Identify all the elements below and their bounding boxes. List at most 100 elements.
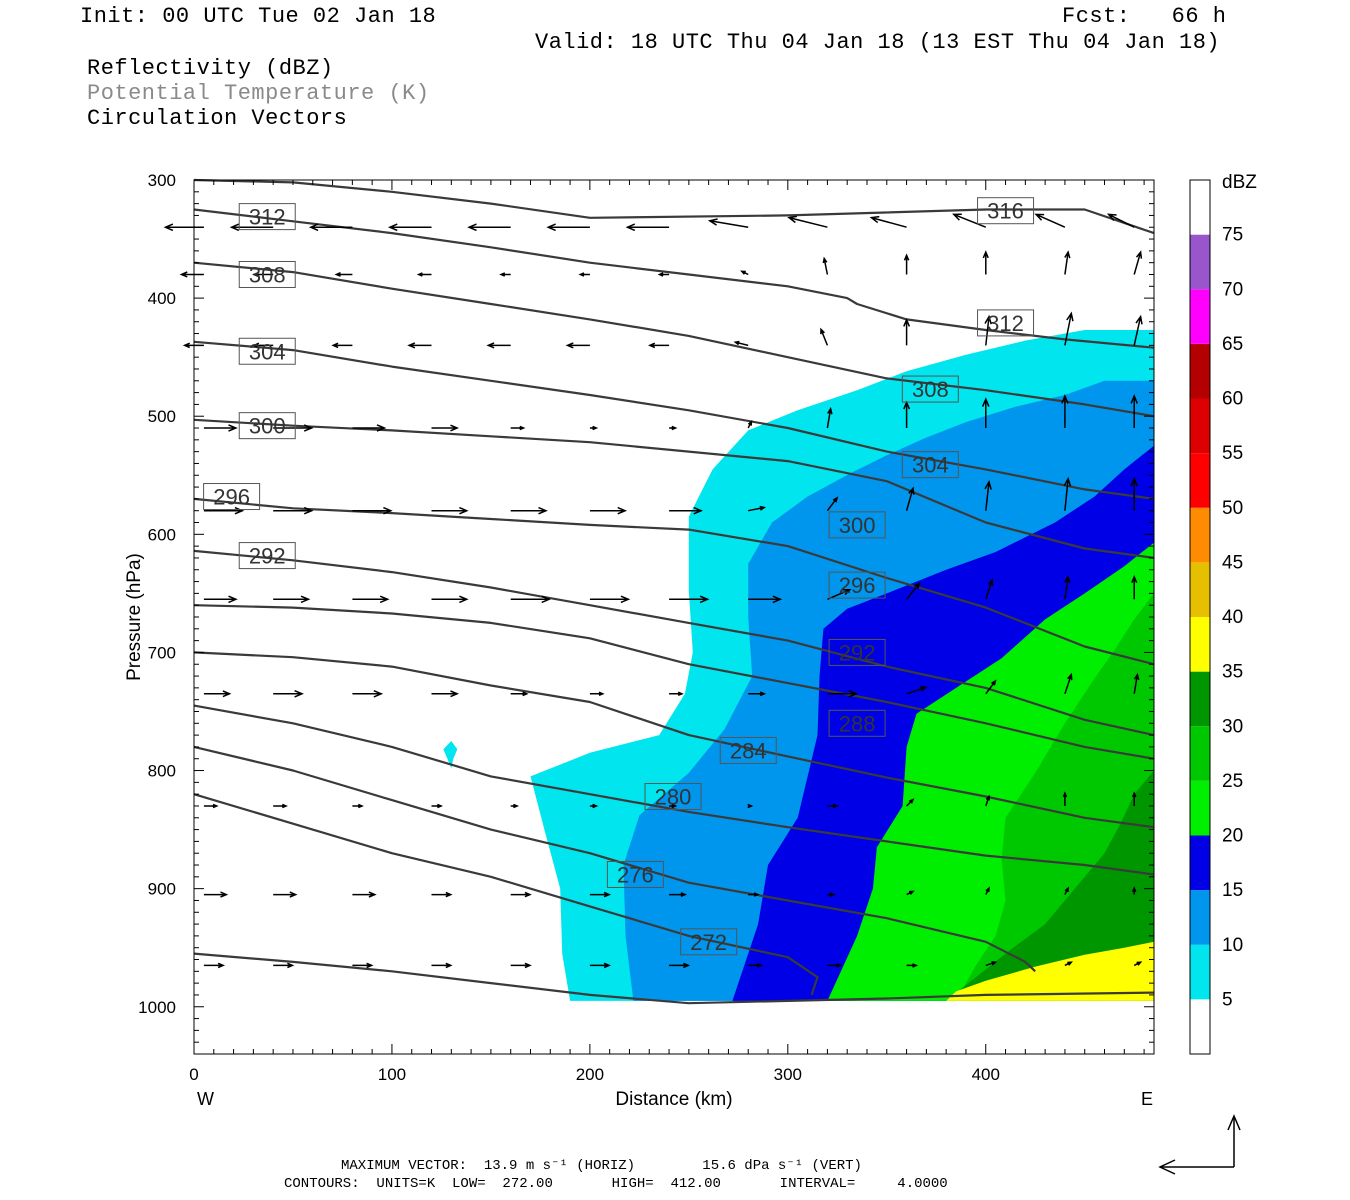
wind-vector <box>1133 314 1143 346</box>
wind-vector <box>510 506 548 515</box>
colorbar-label: 45 <box>1222 552 1243 573</box>
wind-vector <box>748 691 767 697</box>
contour-label-box <box>901 375 959 403</box>
wind-vector <box>669 425 678 431</box>
maximum-vector-note: MAXIMUM VECTOR: 13.9 m s⁻¹ (HORIZ) 15.6 … <box>341 1158 862 1174</box>
theta-contour-268 <box>193 952 1155 1005</box>
colorbar-label: 75 <box>1222 225 1243 246</box>
contour-label: 300 <box>249 414 286 439</box>
wind-vector <box>546 223 590 232</box>
wind-vector <box>669 595 710 604</box>
wind-vector <box>589 506 628 515</box>
theta-contour-304 <box>193 340 1155 500</box>
colorbar-swatch <box>1190 343 1210 399</box>
wind-vector <box>416 272 432 277</box>
wind-vector <box>982 250 989 275</box>
contour-label: 308 <box>249 262 286 287</box>
wind-vector <box>1061 394 1069 428</box>
field-potential-temperature: Potential Temperature (K) <box>87 81 430 106</box>
colorbar-label: 25 <box>1222 771 1243 792</box>
theta-contour-316 <box>193 178 1155 235</box>
contour-label: 304 <box>249 339 286 364</box>
contour-label: 288 <box>839 711 876 736</box>
wind-vector <box>578 272 590 277</box>
contour-label-box <box>238 203 296 231</box>
wind-vector <box>1064 250 1071 275</box>
wind-vector <box>740 270 749 276</box>
wind-vector <box>589 595 631 604</box>
wind-vector <box>905 486 915 511</box>
colorbar-frame <box>1189 179 1211 1055</box>
colorbar-swatch <box>1190 944 1210 1000</box>
wind-vector <box>589 891 612 898</box>
wind-vector <box>510 803 520 809</box>
theta-contour-276 <box>193 745 1036 973</box>
wind-vector <box>906 890 915 896</box>
y-tick-label: 900 <box>148 880 176 899</box>
colorbar-label: 35 <box>1222 662 1243 683</box>
wind-vector <box>985 578 994 600</box>
contour-label-box <box>977 309 1035 337</box>
contour-label: 292 <box>839 640 876 665</box>
wind-vector <box>510 425 526 431</box>
theta-contour-288 <box>193 604 1155 760</box>
colorbar-swatch <box>1190 671 1210 727</box>
wind-vector <box>203 506 245 515</box>
contour-label-box <box>238 260 296 288</box>
wind-vector <box>510 595 552 604</box>
contour-label: 284 <box>730 738 767 763</box>
wind-vector <box>1133 672 1140 694</box>
colorbar-swatch <box>1190 507 1210 563</box>
wind-vector <box>906 686 928 695</box>
field-reflectivity: Reflectivity (dBZ) <box>87 56 334 81</box>
contour-label-box <box>719 736 777 764</box>
wind-vector <box>981 397 990 428</box>
contour-label: 276 <box>617 862 654 887</box>
contour-label: 304 <box>912 453 949 478</box>
wind-vector <box>669 691 684 696</box>
contour-label: 296 <box>213 485 250 510</box>
x-tick-label: 0 <box>189 1065 198 1084</box>
wind-vector <box>748 963 763 968</box>
colorbar-label: 65 <box>1222 334 1243 355</box>
wind-vector <box>827 803 839 809</box>
colorbar-label: 15 <box>1222 880 1243 901</box>
wind-vector <box>352 595 390 604</box>
contour-label: 296 <box>839 573 876 598</box>
wind-vector <box>748 892 760 897</box>
x-tick-label: 100 <box>378 1065 406 1084</box>
reflectivity-blob <box>443 741 458 769</box>
wind-vector <box>625 223 670 232</box>
contour-label: 280 <box>655 785 692 810</box>
wind-vector <box>203 690 232 698</box>
wind-vector <box>352 506 393 515</box>
colorbar: 5 10 15 20 25 30 35 40 45 50 55 60 65 70 75 <box>1189 179 1243 1055</box>
colorbar-swatch <box>1190 398 1210 454</box>
wind-vector <box>985 794 991 807</box>
wind-vector <box>1131 886 1137 895</box>
colorbar-swatch <box>1190 890 1210 945</box>
y-tick-label: 800 <box>148 762 176 781</box>
x-tick-label: 200 <box>576 1065 604 1084</box>
axes: 0 100 200 300 400 300 400 500 600 700 800 900 1000 <box>138 171 1154 1084</box>
x-tick-label: 400 <box>972 1065 1000 1084</box>
wind-vector <box>273 424 314 432</box>
wind-vector <box>352 690 384 698</box>
contour-label-box <box>606 860 664 888</box>
wind-vector <box>431 506 469 515</box>
colorbar-label: 30 <box>1222 716 1243 737</box>
colorbar-swatch <box>1190 780 1210 836</box>
wind-vector <box>906 798 915 807</box>
wind-vector <box>952 213 987 228</box>
wind-vector <box>352 424 387 432</box>
wind-vector <box>203 424 238 432</box>
wind-vector <box>252 342 274 349</box>
wind-vector <box>985 961 998 967</box>
wind-vector <box>748 505 767 512</box>
wind-vector <box>747 419 753 429</box>
wind-vector <box>387 223 432 232</box>
wind-vector <box>1106 213 1135 228</box>
colorbar-label: 70 <box>1222 279 1243 300</box>
wind-vector <box>273 891 298 898</box>
wind-vector <box>510 691 529 697</box>
